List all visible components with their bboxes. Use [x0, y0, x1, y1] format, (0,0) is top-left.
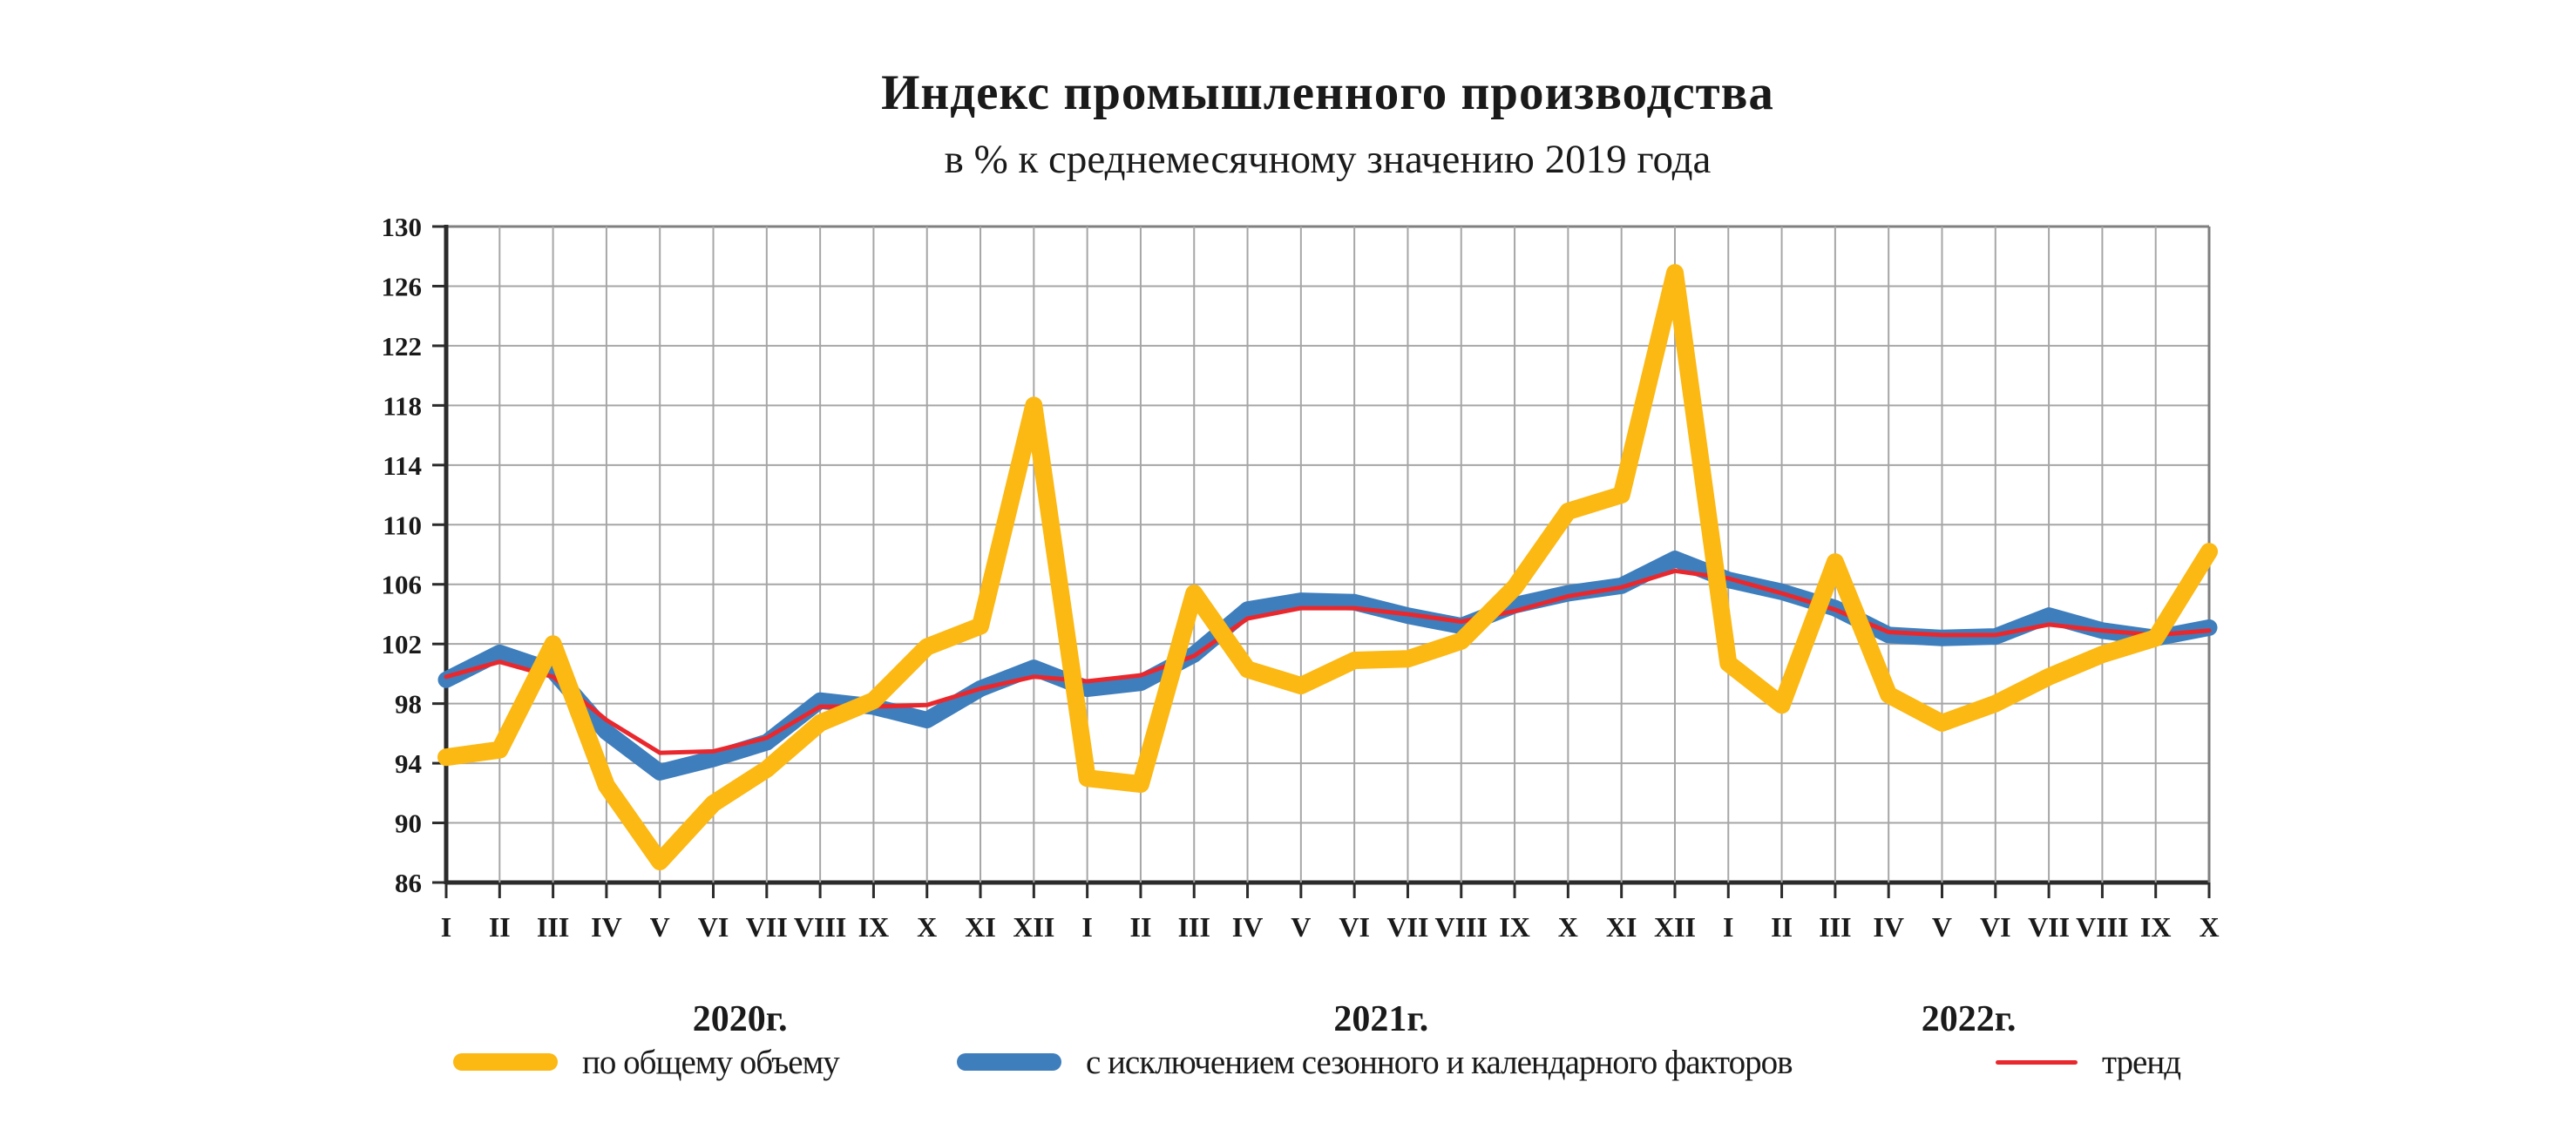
- x-tick-label: V: [1932, 911, 1952, 943]
- y-tick-label: 86: [395, 868, 422, 898]
- x-tick-label: XII: [1013, 911, 1054, 943]
- y-tick-label: 110: [383, 510, 422, 540]
- x-tick-label: III: [1178, 911, 1210, 943]
- legend-label-seasonally-adjusted: с исключением сезонного и календарного ф…: [1086, 1043, 1793, 1081]
- x-tick-label: VII: [1386, 911, 1428, 943]
- x-tick-label: X: [1558, 911, 1578, 943]
- trend-line-swatch: [1996, 1059, 2078, 1065]
- x-tick-label: XI: [965, 911, 996, 943]
- y-tick-label: 130: [382, 212, 423, 242]
- x-tick-label: X: [917, 911, 937, 943]
- x-tick-label: VIII: [794, 911, 846, 943]
- x-tick-label: VIII: [1435, 911, 1488, 943]
- x-tick-label: X: [2199, 911, 2219, 943]
- x-tick-label: XII: [1654, 911, 1696, 943]
- legend-label-trend: тренд: [2102, 1043, 2181, 1081]
- y-tick-label: 102: [382, 629, 423, 659]
- x-tick-label: I: [441, 911, 451, 943]
- legend-label-total: по общему объему: [582, 1043, 840, 1081]
- x-tick-label: XI: [1606, 911, 1637, 943]
- y-tick-label: 122: [382, 331, 423, 362]
- x-tick-label: VI: [1980, 911, 2011, 943]
- x-tick-label: IV: [1232, 911, 1264, 943]
- x-tick-label: I: [1081, 911, 1092, 943]
- series-seasonally-adjusted: [437, 551, 2218, 781]
- y-tick-label: 106: [382, 570, 423, 600]
- x-tick-label: II: [1771, 911, 1793, 943]
- x-tick-label: VI: [698, 911, 729, 943]
- x-tick-label: IX: [2140, 911, 2172, 943]
- y-tick-label: 118: [383, 390, 422, 421]
- year-label: 2022г.: [1922, 999, 2017, 1039]
- year-label: 2020г.: [693, 999, 788, 1039]
- x-tick-label: III: [537, 911, 569, 943]
- x-tick-label: VI: [1339, 911, 1370, 943]
- x-tick-label: III: [1819, 911, 1851, 943]
- legend-item-seasonally-adjusted: с исключением сезонного и календарного ф…: [957, 1042, 1793, 1082]
- x-tick-label: IX: [858, 911, 890, 943]
- x-tick-label: VII: [746, 911, 788, 943]
- y-tick-label: 94: [395, 748, 422, 779]
- x-tick-label: VII: [2028, 911, 2070, 943]
- x-tick-label: VIII: [2076, 911, 2128, 943]
- x-tick-label: I: [1723, 911, 1733, 943]
- series-trend: [444, 568, 2212, 755]
- chart-subtitle: в % к среднемесячному значению 2019 года: [944, 137, 1712, 182]
- x-tick-label: II: [1129, 911, 1151, 943]
- series-total-volume: [437, 264, 2218, 870]
- y-tick-label: 98: [395, 689, 422, 720]
- x-tick-label: V: [650, 911, 670, 943]
- x-tick-label: IV: [1873, 911, 1904, 943]
- x-tick-label: IX: [1499, 911, 1530, 943]
- y-tick-label: 114: [383, 450, 422, 481]
- chart-title: Индекс промышленного производства: [881, 65, 1774, 120]
- legend-item-trend: тренд: [1996, 1042, 2181, 1082]
- x-tick-label: IV: [591, 911, 622, 943]
- legend-item-total: по общему объему: [453, 1042, 840, 1082]
- y-tick-label: 90: [395, 808, 422, 839]
- x-tick-label: V: [1291, 911, 1311, 943]
- year-label: 2021г.: [1333, 999, 1428, 1039]
- y-tick-label: 126: [382, 271, 423, 301]
- x-tick-label: II: [489, 911, 511, 943]
- total-volume-line-swatch: [453, 1053, 558, 1071]
- seasonally-adjusted-line-swatch: [957, 1053, 1061, 1071]
